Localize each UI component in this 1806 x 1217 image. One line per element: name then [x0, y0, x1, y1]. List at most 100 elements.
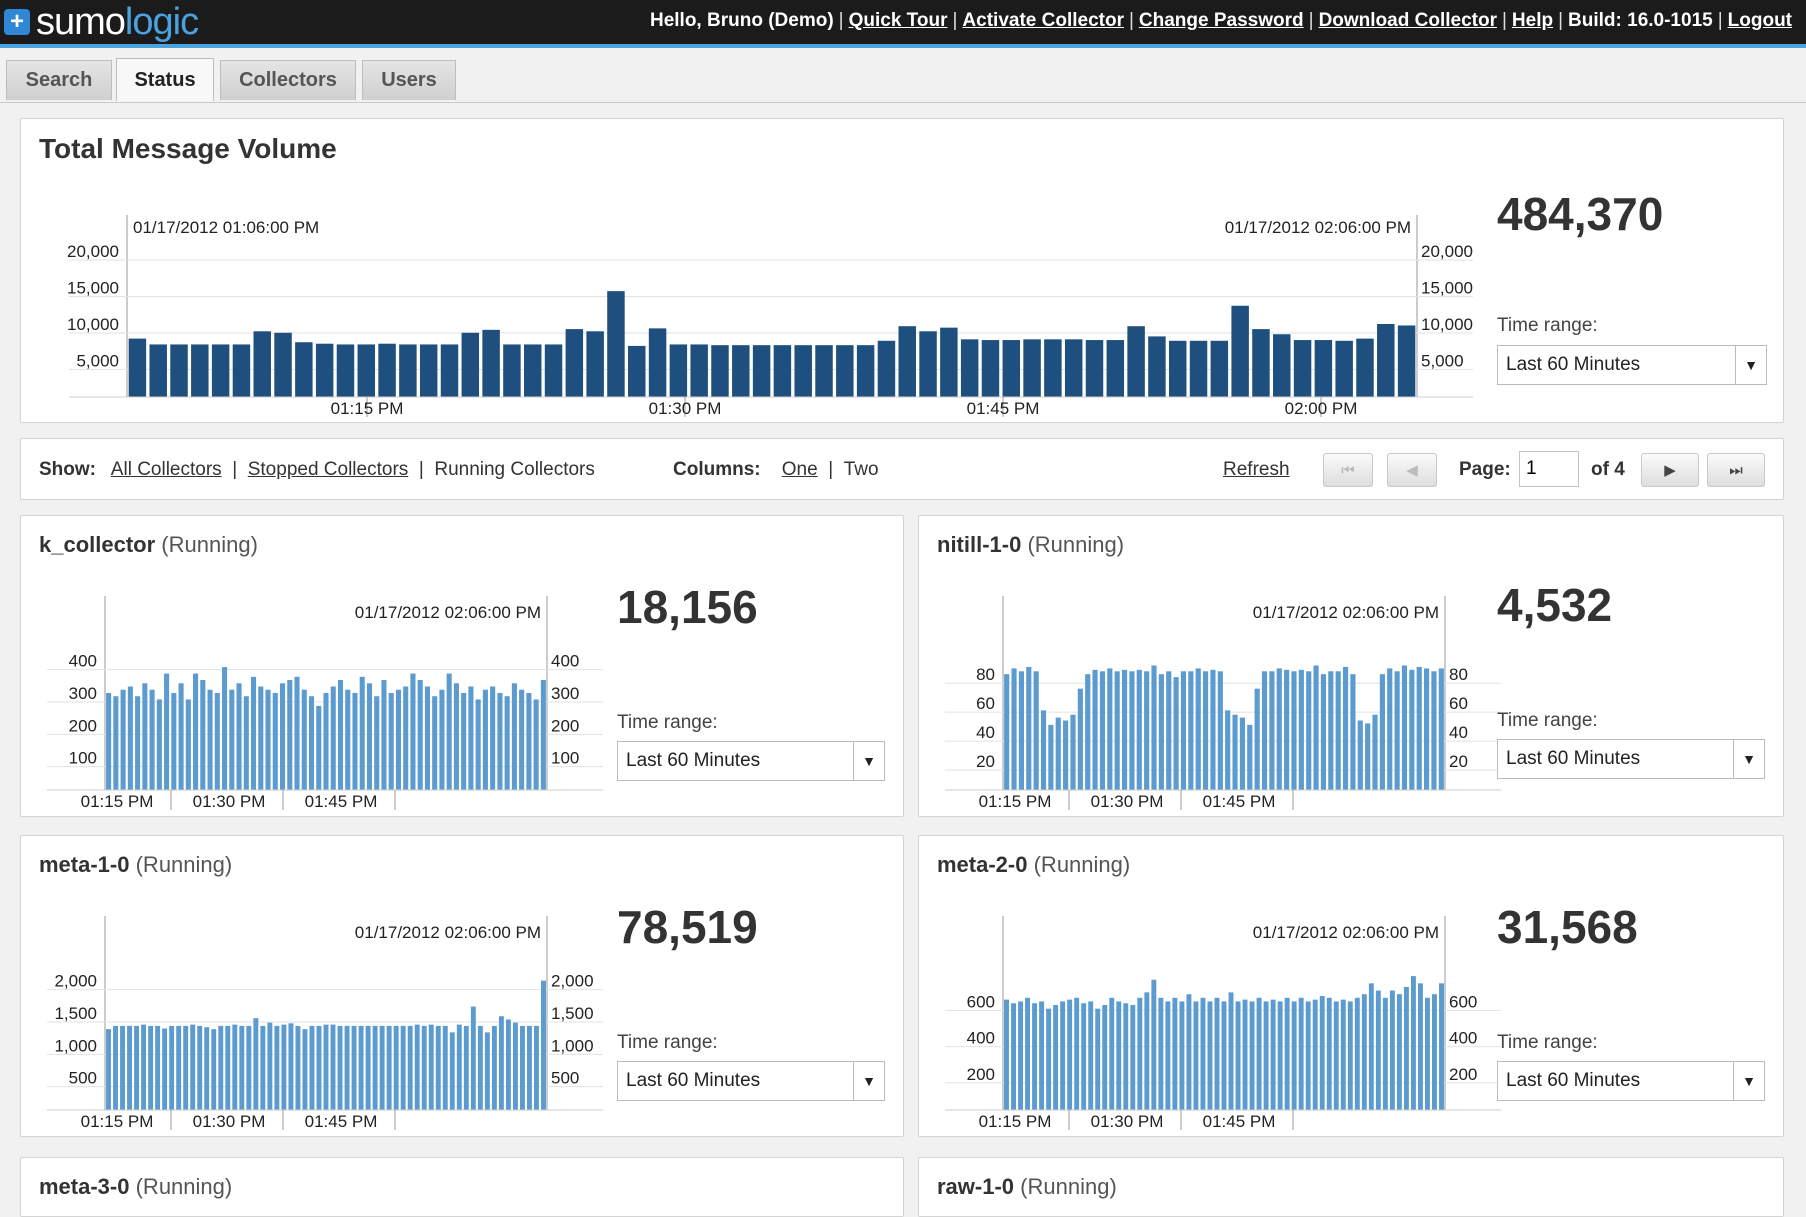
chart-bar: [540, 680, 546, 790]
chart-bar: [1424, 668, 1430, 790]
chart-bar: [565, 329, 584, 397]
chart-bar: [1123, 1003, 1129, 1110]
running-collectors-option[interactable]: Running Collectors: [434, 459, 595, 480]
columns-one-link[interactable]: One: [781, 459, 818, 480]
tab-users[interactable]: Users: [362, 60, 456, 100]
collector-chart: 600 600 400 400 200 200 01:15 PM 01:30 PM 01:45 …: [945, 916, 1501, 1131]
chart-bar: [142, 683, 148, 790]
y-tick-label-right: 200: [1449, 1065, 1477, 1084]
y-tick-label-right: 60: [1449, 694, 1468, 713]
next-page-icon[interactable]: ▶: [1641, 453, 1699, 487]
time-range-select[interactable]: Last 60 Minutes ▼: [1497, 739, 1765, 779]
chart-bar: [316, 705, 322, 790]
collector-status: (Running): [135, 852, 233, 877]
stopped-collectors-link[interactable]: Stopped Collectors: [247, 459, 409, 480]
last-page-icon[interactable]: ⏭: [1707, 453, 1765, 487]
chart-bar: [519, 689, 525, 790]
chart-bar: [1217, 671, 1223, 790]
chart-bar: [1060, 1001, 1066, 1110]
chart-bar: [477, 1025, 483, 1110]
x-tick-label: 01:30 PM: [1091, 1112, 1164, 1131]
chart-bar: [134, 1025, 140, 1110]
chart-bar: [470, 1006, 476, 1110]
refresh-link[interactable]: Refresh: [1223, 459, 1290, 480]
logout-link[interactable]: Logout: [1727, 10, 1792, 31]
chart-bar: [260, 1025, 266, 1110]
chart-bar: [211, 344, 230, 397]
chevron-down-icon[interactable]: ▼: [1733, 1062, 1764, 1100]
time-range-select[interactable]: Last 60 Minutes ▼: [1497, 345, 1767, 385]
all-collectors-link[interactable]: All Collectors: [110, 459, 222, 480]
chart-bar: [246, 1025, 252, 1110]
chart-bar: [1151, 979, 1157, 1110]
tab-status[interactable]: Status: [116, 58, 214, 101]
y-tick-label-right: 1,500: [551, 1004, 594, 1023]
x-tick-label: 01:30 PM: [193, 792, 266, 811]
collector-name[interactable]: raw-1-0: [937, 1174, 1015, 1199]
time-range-select[interactable]: Last 60 Minutes ▼: [1497, 1061, 1765, 1101]
chart-bar: [711, 345, 729, 397]
time-range-select[interactable]: Last 60 Minutes ▼: [617, 1061, 885, 1101]
chart-bar: [439, 689, 445, 790]
help-link[interactable]: Help: [1511, 10, 1554, 31]
logo-plus-icon: +: [4, 9, 30, 35]
activate-collector-link[interactable]: Activate Collector: [962, 10, 1124, 31]
first-page-icon[interactable]: ⏮: [1323, 453, 1373, 487]
chart-bar: [1064, 339, 1083, 397]
prev-page-icon[interactable]: ◀: [1387, 453, 1437, 487]
chevron-down-icon[interactable]: ▼: [853, 742, 884, 780]
chevron-down-icon[interactable]: ▼: [1735, 346, 1766, 384]
collector-controls: Show: All Collectors | Stopped Collector…: [20, 438, 1784, 500]
y-tick-label-right: 20: [1449, 752, 1468, 771]
y-tick-label-left: 20,000: [67, 242, 119, 261]
download-collector-link[interactable]: Download Collector: [1318, 10, 1497, 31]
chart-bar: [1377, 324, 1395, 397]
chart-bar: [1107, 668, 1113, 790]
columns-two-option[interactable]: Two: [843, 459, 879, 480]
chart-bar: [669, 344, 688, 397]
chart-bar: [253, 1018, 259, 1110]
chart-bar: [1025, 997, 1031, 1110]
chart-bar: [1033, 671, 1039, 790]
chart-bar: [815, 345, 833, 397]
chart-bar: [1335, 671, 1341, 790]
collector-name[interactable]: nitill-1-0: [937, 532, 1022, 557]
chart-bar: [183, 1025, 189, 1110]
chart-bar: [1270, 999, 1276, 1110]
chart-bar: [1179, 1001, 1185, 1110]
chart-bar: [1298, 669, 1304, 790]
x-tick-label: 01:45 PM: [1203, 1112, 1276, 1131]
collector-name[interactable]: k_collector: [39, 532, 156, 557]
chart-bar: [1277, 1001, 1283, 1110]
y-tick-label-right: 80: [1449, 665, 1468, 684]
chart-bar: [193, 673, 199, 790]
total-volume-title: Total Message Volume: [39, 133, 337, 164]
collector-count: 78,519: [617, 901, 758, 953]
chart-bar: [1018, 671, 1024, 790]
y-tick-label-right: 300: [551, 684, 579, 703]
time-range-select[interactable]: Last 60 Minutes ▼: [617, 741, 885, 781]
chart-bar: [1425, 997, 1430, 1110]
page-number-input[interactable]: [1519, 451, 1579, 487]
chart-bar: [1039, 1001, 1045, 1110]
chart-bar: [1136, 669, 1142, 790]
chart-bar: [399, 344, 417, 397]
collector-status: (Running): [1020, 1174, 1117, 1199]
collector-name[interactable]: meta-3-0: [39, 1174, 130, 1199]
chart-bar: [1106, 340, 1125, 397]
chart-bar: [171, 692, 177, 790]
quick-tour-link[interactable]: Quick Tour: [848, 10, 948, 31]
chart-bar: [393, 1025, 399, 1110]
chart-bar: [403, 686, 409, 790]
chart-bar: [265, 689, 271, 790]
tab-collectors[interactable]: Collectors: [220, 60, 356, 100]
chart-bar: [1284, 669, 1290, 790]
change-password-link[interactable]: Change Password: [1138, 10, 1304, 31]
chevron-down-icon[interactable]: ▼: [1733, 740, 1764, 778]
chart-bar: [232, 1024, 238, 1110]
chevron-down-icon[interactable]: ▼: [853, 1062, 884, 1100]
sumologic-logo[interactable]: + sumologic: [4, 2, 199, 42]
collector-name[interactable]: meta-2-0: [937, 852, 1028, 877]
tab-search[interactable]: Search: [6, 60, 112, 100]
collector-name[interactable]: meta-1-0: [39, 852, 130, 877]
